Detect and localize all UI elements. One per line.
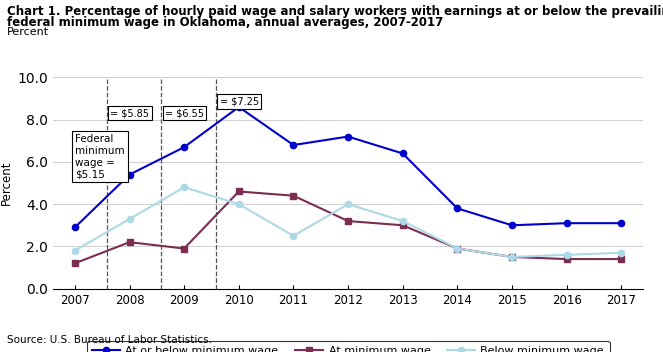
At minimum wage	[290, 194, 298, 198]
Below minimum wage	[617, 251, 625, 255]
Below minimum wage	[453, 246, 461, 251]
Text: = $5.85: = $5.85	[111, 108, 149, 118]
At or below minimum wage	[180, 145, 188, 149]
At or below minimum wage	[71, 225, 79, 230]
At minimum wage	[563, 257, 571, 261]
Text: Chart 1. Percentage of hourly paid wage and salary workers with earnings at or b: Chart 1. Percentage of hourly paid wage …	[7, 5, 663, 18]
Below minimum wage	[344, 202, 352, 206]
At minimum wage	[71, 261, 79, 265]
At or below minimum wage	[617, 221, 625, 225]
Below minimum wage	[125, 217, 133, 221]
At or below minimum wage	[398, 151, 406, 156]
Line: At minimum wage: At minimum wage	[72, 188, 625, 266]
Below minimum wage	[563, 253, 571, 257]
At minimum wage	[453, 246, 461, 251]
Below minimum wage	[235, 202, 243, 206]
At or below minimum wage	[125, 172, 133, 177]
Text: Federal
minimum
wage =
$5.15: Federal minimum wage = $5.15	[75, 134, 125, 179]
Text: Percent: Percent	[7, 27, 49, 37]
Text: Source: U.S. Bureau of Labor Statistics.: Source: U.S. Bureau of Labor Statistics.	[7, 335, 211, 345]
Text: federal minimum wage in Oklahoma, annual averages, 2007-2017: federal minimum wage in Oklahoma, annual…	[7, 16, 443, 29]
At minimum wage	[617, 257, 625, 261]
At minimum wage	[125, 240, 133, 244]
At or below minimum wage	[235, 105, 243, 109]
Below minimum wage	[180, 185, 188, 189]
Text: = $6.55: = $6.55	[165, 108, 204, 118]
Below minimum wage	[290, 234, 298, 238]
At minimum wage	[180, 246, 188, 251]
At minimum wage	[398, 223, 406, 227]
At minimum wage	[344, 219, 352, 223]
At or below minimum wage	[290, 143, 298, 147]
Legend: At or below minimum wage, At minimum wage, Below minimum wage: At or below minimum wage, At minimum wag…	[87, 341, 609, 352]
Text: = $7.25: = $7.25	[219, 96, 259, 106]
At or below minimum wage	[344, 134, 352, 139]
Below minimum wage	[71, 249, 79, 253]
Line: At or below minimum wage: At or below minimum wage	[72, 104, 625, 231]
At or below minimum wage	[508, 223, 516, 227]
Below minimum wage	[508, 255, 516, 259]
At minimum wage	[235, 189, 243, 194]
Below minimum wage	[398, 219, 406, 223]
At or below minimum wage	[453, 206, 461, 210]
At minimum wage	[508, 255, 516, 259]
Y-axis label: Percent: Percent	[0, 161, 13, 205]
At or below minimum wage	[563, 221, 571, 225]
Line: Below minimum wage: Below minimum wage	[72, 184, 625, 260]
